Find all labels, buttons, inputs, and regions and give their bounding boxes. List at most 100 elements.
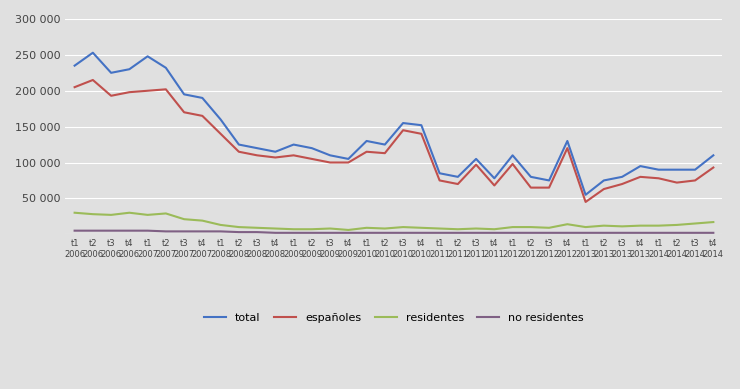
residentes (180, 217, 189, 221)
no residentes (252, 230, 261, 235)
Line: total: total (75, 53, 713, 195)
no residentes (471, 231, 480, 235)
no residentes (454, 231, 462, 235)
total (526, 175, 535, 179)
residentes (417, 226, 425, 230)
total (180, 92, 189, 97)
no residentes (88, 228, 97, 233)
españoles (70, 85, 79, 89)
total (289, 142, 298, 147)
españoles (107, 93, 115, 98)
españoles (673, 180, 682, 185)
total (636, 164, 645, 168)
total (654, 167, 663, 172)
residentes (271, 226, 280, 231)
españoles (454, 182, 462, 186)
residentes (161, 211, 170, 216)
total (252, 146, 261, 151)
no residentes (161, 229, 170, 234)
residentes (618, 224, 627, 229)
total (399, 121, 408, 125)
total (545, 178, 554, 183)
total (599, 178, 608, 183)
españoles (417, 131, 425, 136)
no residentes (581, 231, 590, 235)
no residentes (216, 229, 225, 234)
total (161, 65, 170, 70)
no residentes (307, 231, 316, 235)
residentes (471, 226, 480, 231)
total (70, 63, 79, 68)
no residentes (362, 231, 371, 235)
españoles (435, 178, 444, 183)
españoles (690, 178, 699, 183)
españoles (526, 185, 535, 190)
total (125, 67, 134, 72)
residentes (599, 223, 608, 228)
españoles (289, 153, 298, 158)
Legend: total, españoles, residentes, no residentes: total, españoles, residentes, no residen… (200, 309, 588, 328)
españoles (508, 161, 517, 166)
residentes (326, 226, 334, 231)
residentes (673, 223, 682, 227)
residentes (636, 223, 645, 228)
españoles (399, 128, 408, 133)
total (107, 70, 115, 75)
residentes (252, 226, 261, 230)
residentes (125, 210, 134, 215)
total (235, 142, 243, 147)
no residentes (490, 231, 499, 235)
no residentes (690, 231, 699, 235)
españoles (563, 146, 572, 151)
residentes (654, 223, 663, 228)
españoles (235, 149, 243, 154)
españoles (654, 176, 663, 180)
españoles (88, 78, 97, 82)
total (581, 193, 590, 197)
no residentes (326, 231, 334, 235)
españoles (344, 160, 353, 165)
total (143, 54, 152, 59)
residentes (399, 225, 408, 230)
españoles (636, 175, 645, 179)
total (471, 157, 480, 161)
residentes (362, 226, 371, 230)
españoles (180, 110, 189, 115)
residentes (216, 223, 225, 227)
total (380, 142, 389, 147)
residentes (380, 226, 389, 231)
no residentes (143, 228, 152, 233)
españoles (271, 155, 280, 160)
Line: españoles: españoles (75, 80, 713, 202)
total (198, 96, 206, 100)
total (563, 138, 572, 143)
residentes (454, 227, 462, 231)
no residentes (107, 228, 115, 233)
no residentes (636, 231, 645, 235)
total (690, 167, 699, 172)
residentes (490, 227, 499, 231)
residentes (143, 212, 152, 217)
españoles (125, 90, 134, 95)
residentes (581, 225, 590, 230)
españoles (618, 182, 627, 186)
españoles (307, 157, 316, 161)
españoles (599, 187, 608, 191)
no residentes (198, 229, 206, 234)
españoles (709, 165, 718, 170)
españoles (143, 88, 152, 93)
Line: residentes: residentes (75, 213, 713, 230)
residentes (545, 226, 554, 230)
residentes (88, 212, 97, 217)
no residentes (125, 228, 134, 233)
total (362, 138, 371, 143)
no residentes (545, 231, 554, 235)
no residentes (526, 231, 535, 235)
residentes (435, 226, 444, 231)
no residentes (508, 231, 517, 235)
no residentes (673, 231, 682, 235)
no residentes (344, 231, 353, 235)
españoles (362, 149, 371, 154)
españoles (380, 151, 389, 156)
residentes (526, 225, 535, 230)
